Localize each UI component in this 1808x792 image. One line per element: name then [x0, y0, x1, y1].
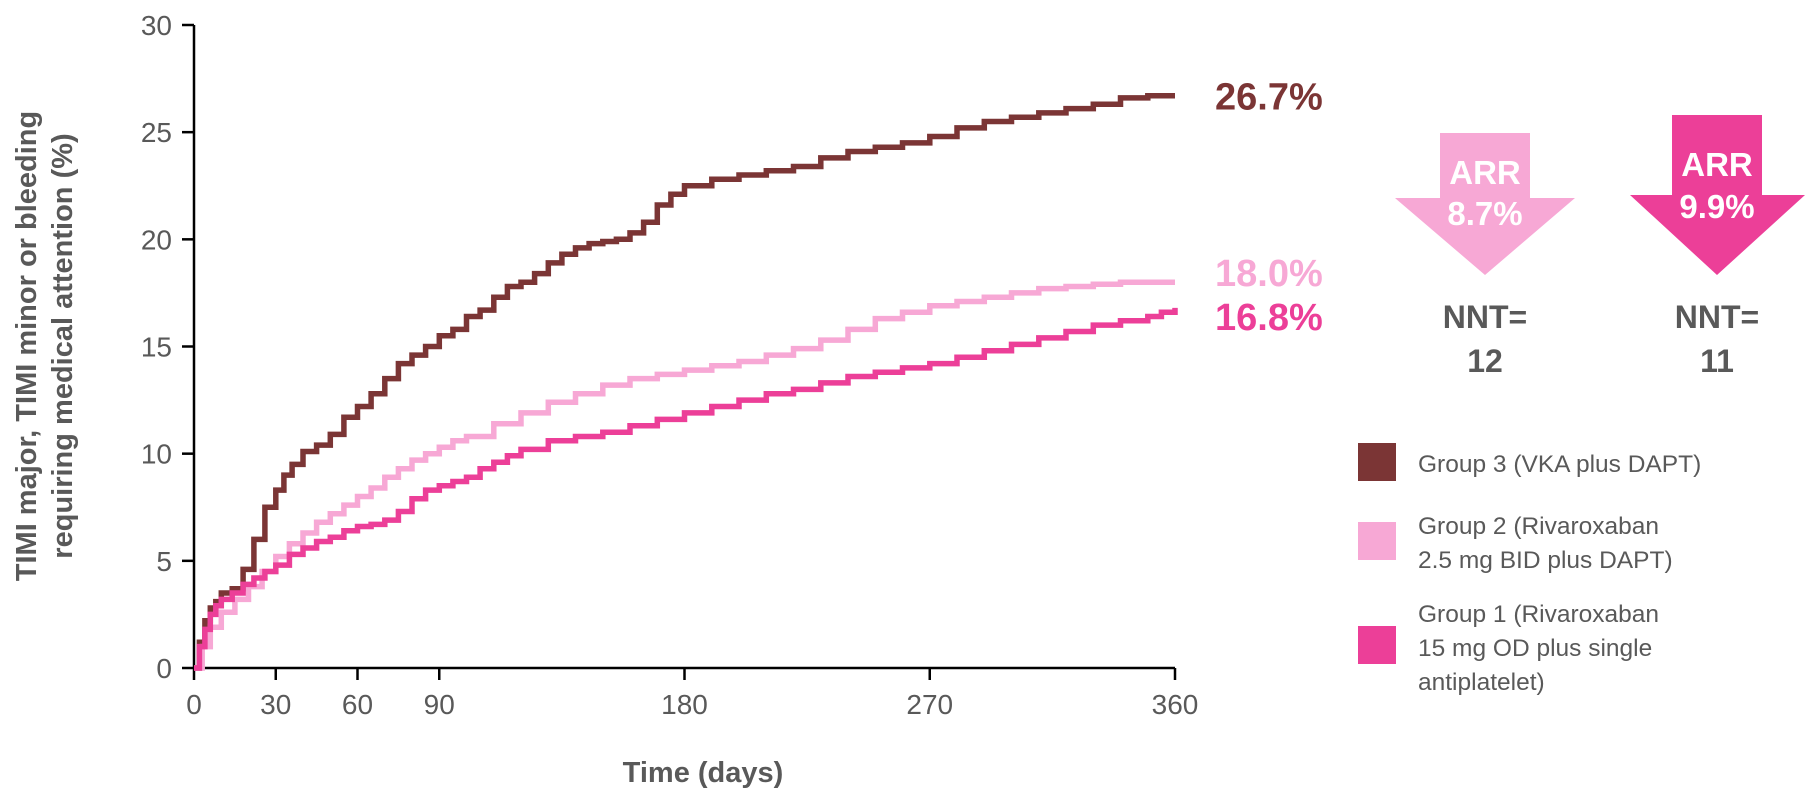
- legend-label-group1-line-3: antiplatelet): [1418, 669, 1545, 696]
- legend-label-group2-line-2: 2.5 mg BID plus DAPT): [1418, 547, 1673, 574]
- x-tick-label: 90: [424, 689, 455, 720]
- series-line-1: [194, 307, 1178, 671]
- y-tick-label: 25: [141, 117, 172, 148]
- legend-label-group3: Group 3 (VKA plus DAPT): [1418, 451, 1701, 478]
- legend-item-group2: Group 2 (Rivaroxaban 2.5 mg BID plus DAP…: [1358, 513, 1673, 574]
- arr-arrow-group1: [1630, 115, 1805, 275]
- y-tick-label: 5: [156, 546, 172, 577]
- series-line-2: [194, 279, 1175, 671]
- end-label-series-3: 26.7%: [1215, 77, 1323, 119]
- legend-item-group1: Group 1 (Rivaroxaban 15 mg OD plus singl…: [1358, 601, 1659, 696]
- y-tick-label: 15: [141, 332, 172, 363]
- x-tick-label: 0: [186, 689, 202, 720]
- arr-value-group1: 9.9%: [1679, 188, 1754, 225]
- end-labels: 26.7% 18.0%16.8%: [1215, 77, 1323, 339]
- end-label-series-2: 18.0%: [1215, 253, 1323, 295]
- x-axis-title: Time (days): [623, 757, 784, 789]
- series-line-3: [194, 92, 1175, 671]
- legend-swatch-group2: [1358, 522, 1396, 560]
- nnt-label-group2: NNT=: [1443, 299, 1527, 335]
- x-tick-label: 360: [1152, 689, 1199, 720]
- legend-item-group3: Group 3 (VKA plus DAPT): [1358, 443, 1701, 481]
- legend-label-group1-line-2: 15 mg OD plus single: [1418, 635, 1652, 662]
- y-axis-title-line-2: requiring medical attention (%): [47, 133, 79, 558]
- x-tick-label: 180: [661, 689, 708, 720]
- x-tick-label: 60: [342, 689, 373, 720]
- end-label-series-1: 16.8%: [1215, 297, 1323, 339]
- arr-arrow-group2: [1395, 133, 1575, 275]
- arr-annotation-group1: ARR 9.9% NNT= 11: [1630, 115, 1805, 379]
- y-tick-label: 20: [141, 224, 172, 255]
- x-tick-label: 270: [906, 689, 953, 720]
- legend-label-group2-line-1: Group 2 (Rivaroxaban: [1418, 513, 1659, 540]
- nnt-label-group1: NNT=: [1675, 299, 1759, 335]
- legend-label-group1-line-1: Group 1 (Rivaroxaban: [1418, 601, 1659, 628]
- y-tick-label: 0: [156, 653, 172, 684]
- axes: 0 5 10 15 20 25 30 0 30 60 90 180 270 360: [141, 10, 1199, 720]
- legend-swatch-group3: [1358, 443, 1396, 481]
- y-ticks: 0 5 10 15 20 25 30: [141, 10, 194, 684]
- y-tick-label: 30: [141, 10, 172, 41]
- legend: Group 3 (VKA plus DAPT) Group 2 (Rivarox…: [1358, 443, 1701, 696]
- nnt-value-group2: 12: [1467, 343, 1503, 379]
- y-axis-title-line-1: TIMI major, TIMI minor or bleeding: [11, 111, 43, 581]
- y-tick-label: 10: [141, 439, 172, 470]
- legend-swatch-group1: [1358, 626, 1396, 664]
- arr-annotation-group2: ARR 8.7% NNT= 12: [1395, 133, 1575, 379]
- series-lines: [194, 92, 1178, 671]
- arr-label-group2: ARR: [1449, 154, 1521, 191]
- x-ticks: 0 30 60 90 180 270 360: [186, 668, 1198, 720]
- nnt-value-group1: 11: [1700, 343, 1734, 379]
- x-tick-label: 30: [260, 689, 291, 720]
- arr-value-group2: 8.7%: [1447, 195, 1522, 232]
- arr-label-group1: ARR: [1681, 146, 1753, 183]
